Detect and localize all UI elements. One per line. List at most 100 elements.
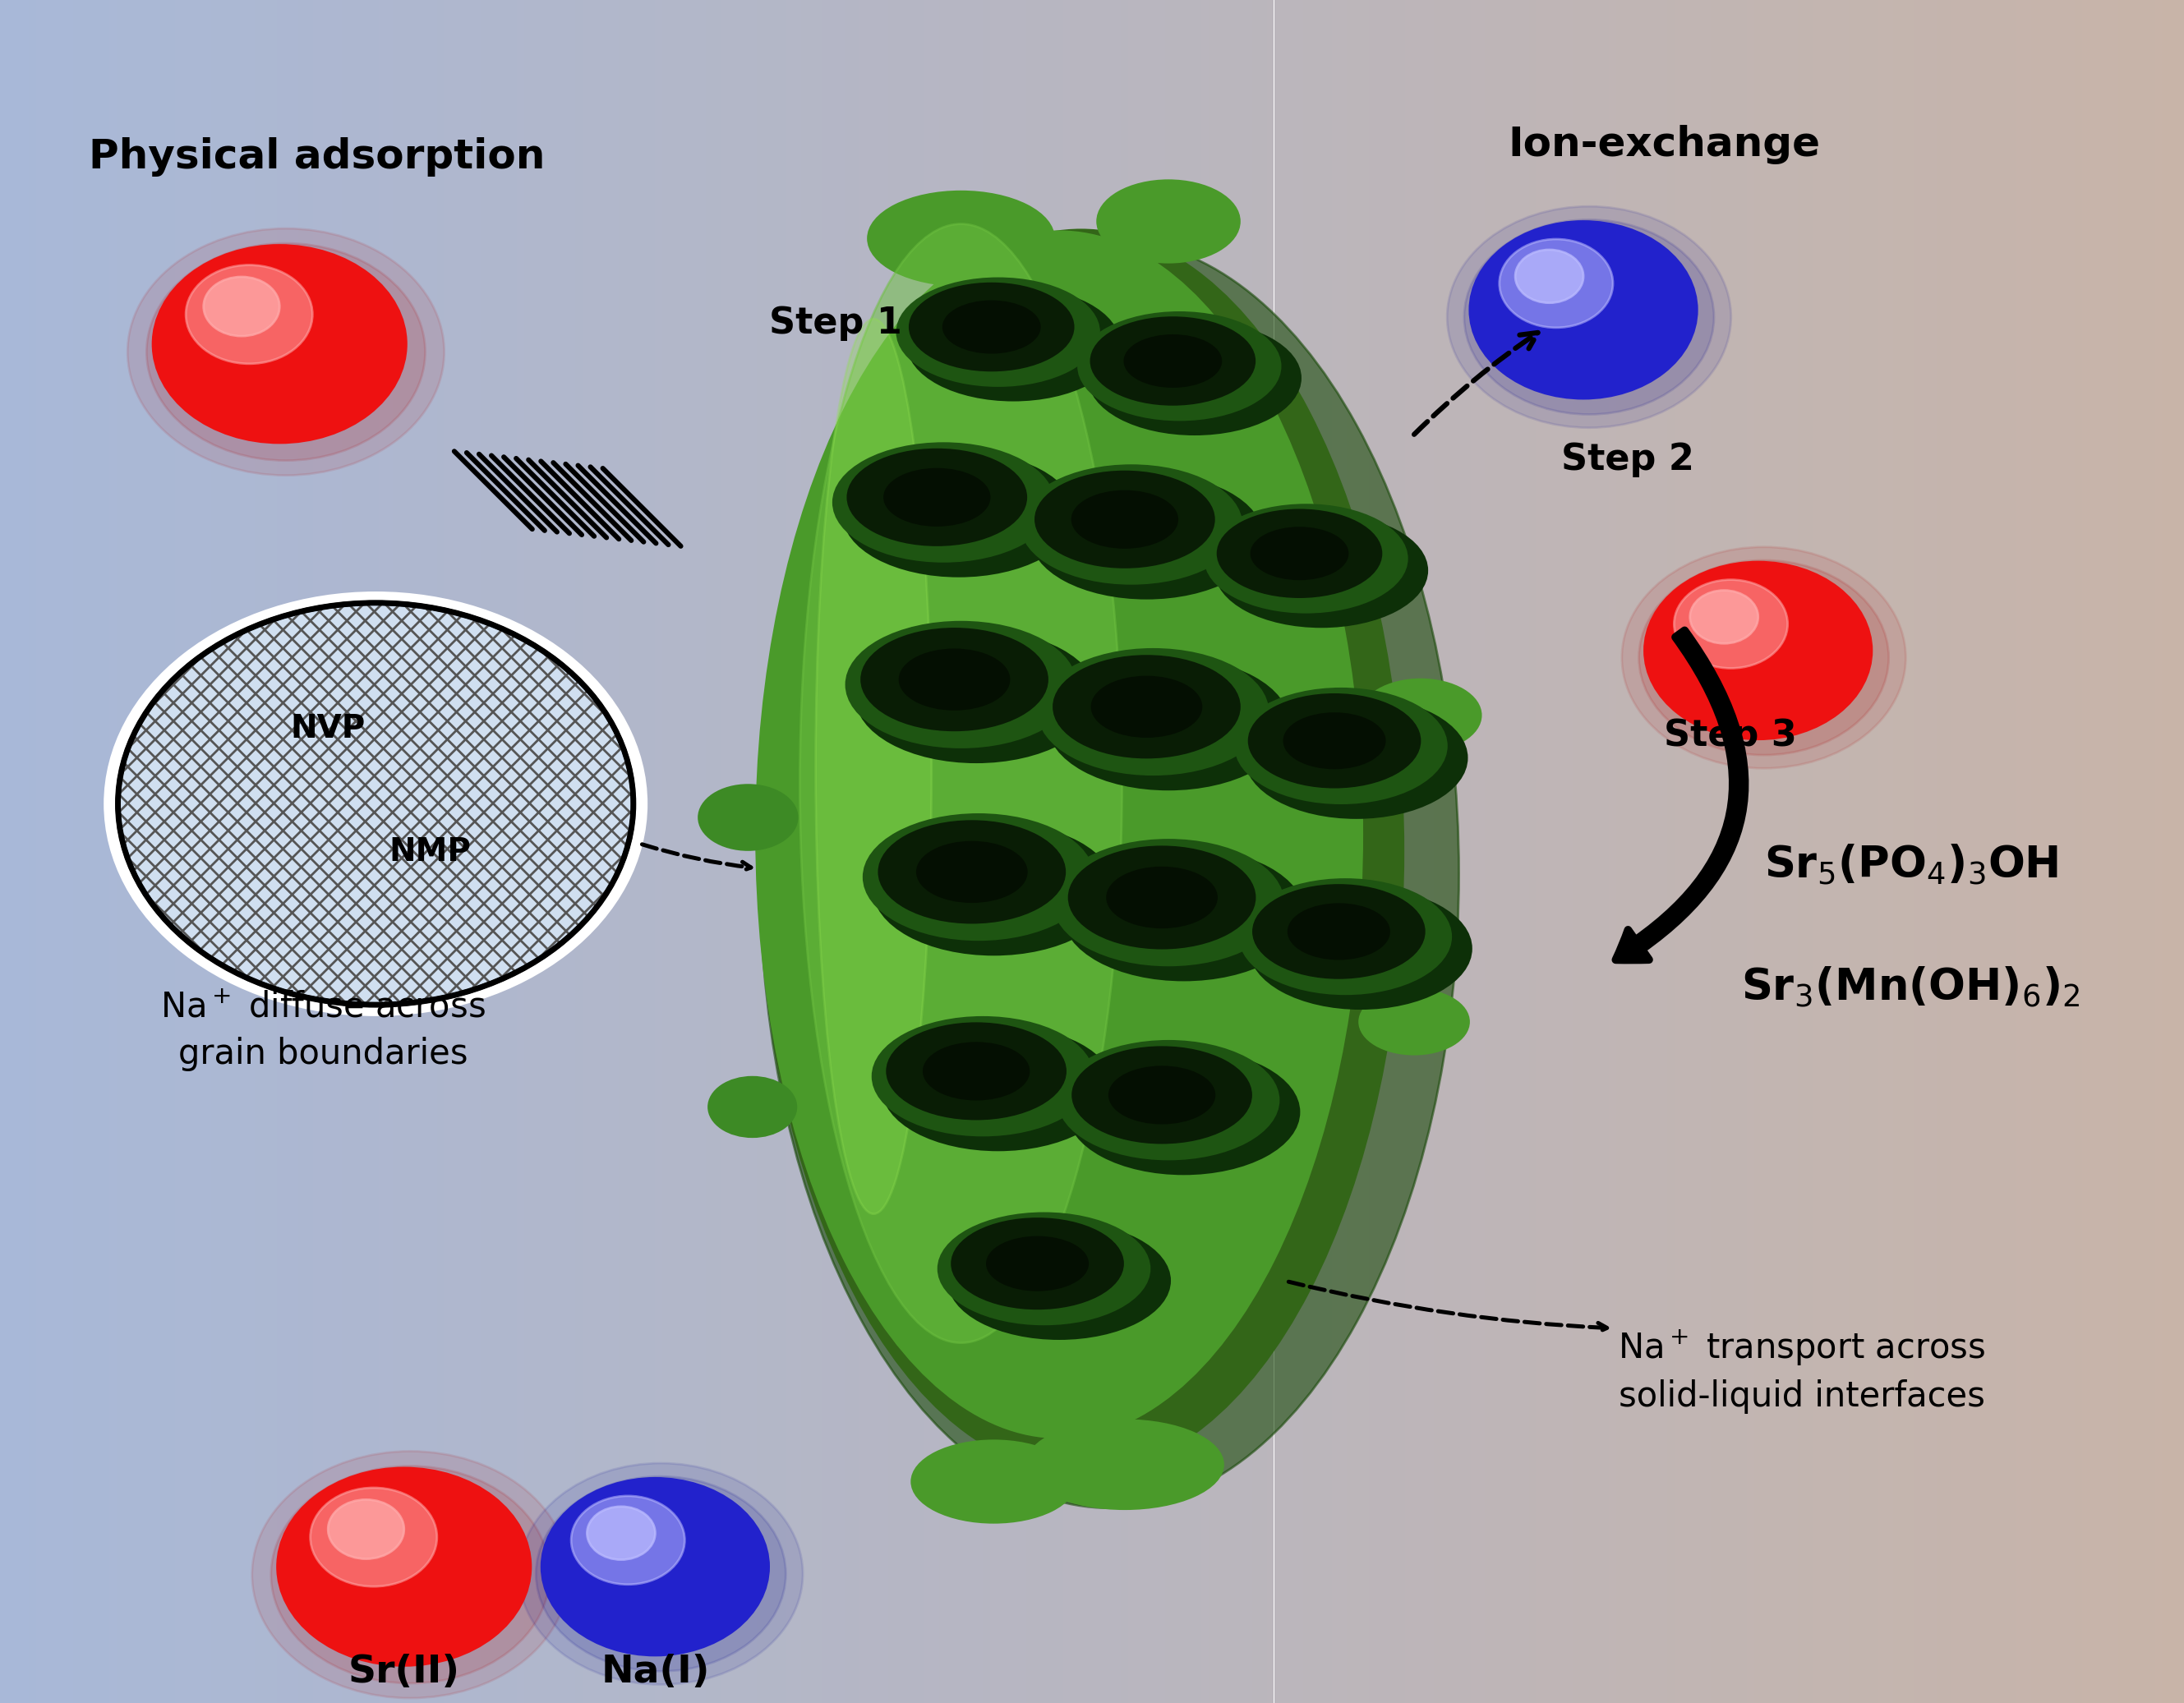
Bar xyxy=(1579,0,1588,1703)
Ellipse shape xyxy=(856,630,1096,763)
Ellipse shape xyxy=(882,1027,1114,1150)
Bar xyxy=(780,0,786,1703)
Bar xyxy=(2081,0,2090,1703)
Bar xyxy=(371,0,378,1703)
Bar xyxy=(1457,0,1463,1703)
Ellipse shape xyxy=(1053,840,1284,966)
Bar xyxy=(15,0,22,1703)
Circle shape xyxy=(587,1507,655,1560)
Bar xyxy=(721,0,727,1703)
Bar xyxy=(633,0,640,1703)
Bar xyxy=(1173,0,1179,1703)
Ellipse shape xyxy=(917,843,1026,903)
Circle shape xyxy=(146,244,426,460)
Bar xyxy=(37,0,44,1703)
Bar xyxy=(1317,0,1326,1703)
Bar xyxy=(480,0,487,1703)
Ellipse shape xyxy=(1070,846,1254,949)
Bar xyxy=(1631,0,1638,1703)
Text: Step 1: Step 1 xyxy=(769,307,902,341)
Bar xyxy=(524,0,531,1703)
Bar xyxy=(1856,0,1863,1703)
Circle shape xyxy=(186,266,312,364)
Bar xyxy=(1841,0,1850,1703)
Bar xyxy=(1885,0,1894,1703)
Ellipse shape xyxy=(1107,867,1216,926)
Bar xyxy=(1791,0,1797,1703)
Bar xyxy=(596,0,605,1703)
Ellipse shape xyxy=(1284,714,1385,768)
Bar xyxy=(240,0,247,1703)
Bar xyxy=(1426,0,1435,1703)
Bar xyxy=(852,0,858,1703)
Bar xyxy=(159,0,168,1703)
Circle shape xyxy=(127,228,443,475)
Bar xyxy=(1645,0,1653,1703)
Circle shape xyxy=(1463,220,1714,414)
Bar xyxy=(1915,0,1922,1703)
Bar xyxy=(1551,0,1557,1703)
Bar xyxy=(203,0,212,1703)
Ellipse shape xyxy=(1059,1041,1278,1160)
Ellipse shape xyxy=(900,649,1009,708)
Bar xyxy=(758,0,764,1703)
Bar xyxy=(771,0,780,1703)
Ellipse shape xyxy=(869,192,1053,284)
Bar xyxy=(138,0,146,1703)
Bar xyxy=(1828,0,1835,1703)
Bar xyxy=(334,0,343,1703)
Bar xyxy=(714,0,721,1703)
Bar xyxy=(670,0,677,1703)
Bar xyxy=(764,0,771,1703)
Bar xyxy=(1020,0,1026,1703)
Ellipse shape xyxy=(911,283,1072,370)
Bar xyxy=(116,0,124,1703)
Ellipse shape xyxy=(1092,678,1201,736)
Text: Sr$_5$(PO$_4$)$_3$OH: Sr$_5$(PO$_4$)$_3$OH xyxy=(1765,843,2057,887)
Text: Ion-exchange: Ion-exchange xyxy=(1509,124,1819,165)
Bar xyxy=(2090,0,2097,1703)
Bar xyxy=(1485,0,1492,1703)
Bar xyxy=(465,0,474,1703)
Bar xyxy=(1806,0,1813,1703)
Bar xyxy=(103,0,109,1703)
Bar xyxy=(2003,0,2009,1703)
Bar xyxy=(590,0,596,1703)
Bar xyxy=(212,0,218,1703)
Bar xyxy=(146,0,153,1703)
Bar xyxy=(605,0,612,1703)
Bar xyxy=(699,0,705,1703)
Bar xyxy=(1179,0,1186,1703)
Bar xyxy=(175,0,181,1703)
Bar xyxy=(1741,0,1747,1703)
Bar xyxy=(1238,0,1245,1703)
Circle shape xyxy=(1500,238,1614,327)
Bar xyxy=(1129,0,1136,1703)
Ellipse shape xyxy=(1109,1066,1214,1124)
Bar xyxy=(2125,0,2134,1703)
Bar xyxy=(1085,0,1092,1703)
Text: Na$^+$ diffuse across
grain boundaries: Na$^+$ diffuse across grain boundaries xyxy=(162,989,485,1071)
Ellipse shape xyxy=(1219,511,1380,596)
Text: Sr$_3$(Mn(OH)$_6$)$_2$: Sr$_3$(Mn(OH)$_6$)$_2$ xyxy=(1741,966,2081,1010)
Bar xyxy=(1754,0,1762,1703)
Bar xyxy=(1361,0,1369,1703)
Bar xyxy=(1230,0,1238,1703)
Ellipse shape xyxy=(943,301,1040,353)
Bar xyxy=(1878,0,1885,1703)
Bar xyxy=(1011,0,1020,1703)
Bar xyxy=(1863,0,1872,1703)
Text: Na$^+$ transport across
solid-liquid interfaces: Na$^+$ transport across solid-liquid int… xyxy=(1618,1328,1985,1413)
Circle shape xyxy=(542,1478,769,1655)
Circle shape xyxy=(1623,547,1907,768)
Ellipse shape xyxy=(845,622,1075,748)
Ellipse shape xyxy=(987,1236,1088,1291)
Ellipse shape xyxy=(1035,472,1214,567)
Bar xyxy=(889,0,895,1703)
Ellipse shape xyxy=(1072,490,1177,548)
Bar xyxy=(830,0,836,1703)
Bar xyxy=(2046,0,2053,1703)
Bar xyxy=(692,0,699,1703)
Bar xyxy=(1762,0,1769,1703)
Bar xyxy=(649,0,655,1703)
